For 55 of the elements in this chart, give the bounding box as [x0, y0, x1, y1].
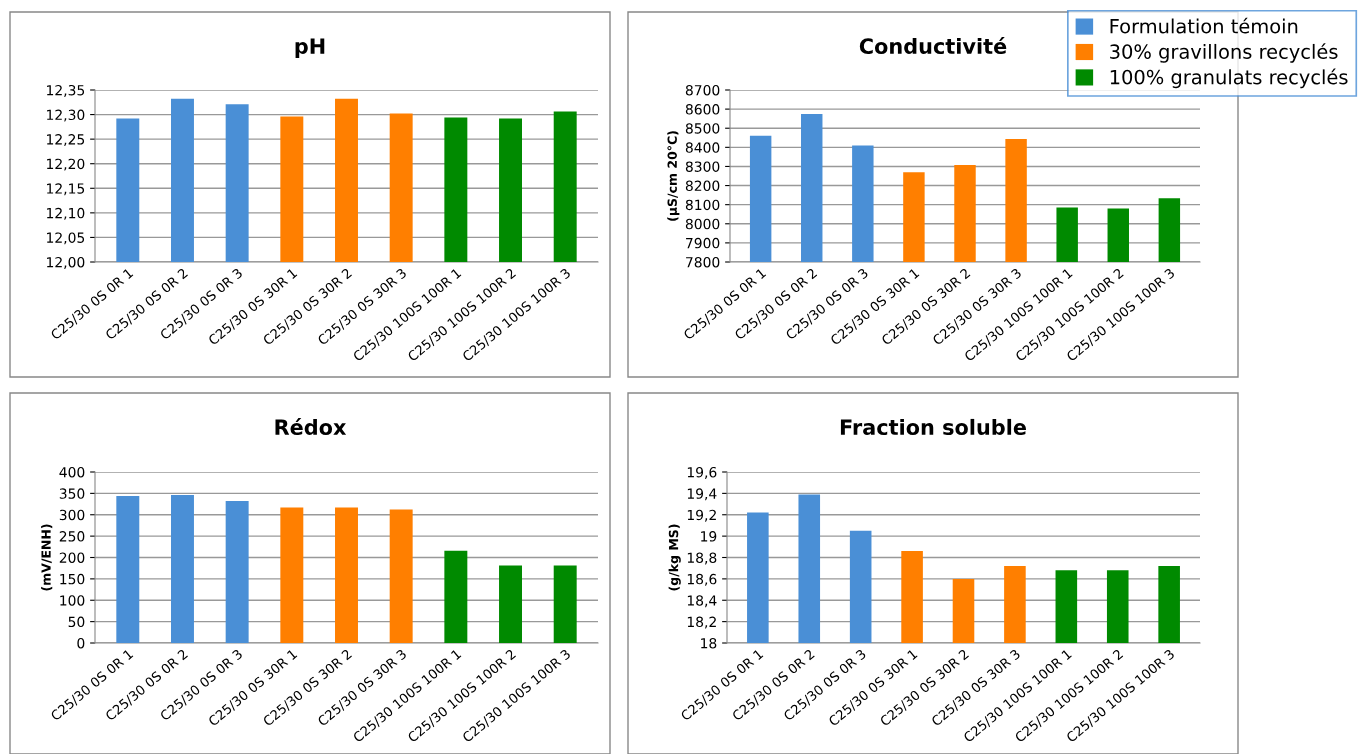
legend-label: 100% granulats recyclés [1110, 68, 1348, 89]
y-tick-label: 18,2 [687, 616, 716, 629]
y-tick-label: 18 [701, 637, 717, 649]
y-tick-label: 18,6 [687, 573, 717, 586]
y-tick-label: 19,4 [687, 488, 717, 501]
y-tick-label: 12,30 [47, 109, 85, 122]
y-axis-title: (g/kg MS) [668, 524, 681, 591]
y-tick-label: 12,15 [47, 183, 85, 196]
legend-label: 30% gravillons recyclés [1110, 43, 1338, 63]
y-axis-title: (µS/cm 20°C) [667, 131, 680, 221]
y-tick-label: 8600 [685, 104, 720, 115]
y-tick-label: 400 [59, 466, 85, 478]
bar [553, 565, 577, 643]
y-tick-label: 12,00 [47, 256, 85, 269]
y-tick-label: 12,20 [47, 158, 85, 171]
y-tick-label: 8200 [685, 180, 720, 192]
y-tick-label: 8300 [685, 161, 720, 172]
y-tick-label: 19,2 [687, 509, 716, 522]
y-tick-label: 19,6 [687, 466, 717, 479]
chart-title: Conductivité [859, 37, 1007, 55]
bar [171, 495, 194, 643]
legend-label: Formulation témoin [1110, 17, 1298, 34]
y-tick-label: 18,4 [687, 595, 717, 608]
y-tick-label: 7900 [686, 237, 720, 249]
y-tick-label: 0 [77, 637, 85, 649]
bar [499, 565, 522, 643]
chart-title: Rédox [275, 418, 347, 436]
y-tick-label: 12,10 [47, 207, 85, 220]
y-tick-label: 350 [59, 488, 85, 499]
y-tick-label: 150 [60, 573, 85, 585]
y-tick-label: 200 [59, 552, 85, 563]
y-tick-label: 12,25 [47, 134, 85, 147]
y-tick-label: 7800 [686, 256, 720, 268]
y-tick-label: 250 [59, 531, 85, 542]
y-tick-label: 8400 [685, 142, 720, 153]
y-tick-label: 8100 [685, 199, 720, 211]
y-axis-title: (mV/ENH) [41, 524, 53, 591]
y-tick-label: 12,05 [47, 232, 85, 245]
bar [225, 501, 249, 643]
y-tick-label: 8700 [685, 84, 720, 96]
chart-title: pH [295, 38, 325, 59]
y-tick-label: 50 [68, 616, 85, 628]
bar [335, 507, 358, 643]
bar [389, 509, 413, 643]
bar [116, 495, 140, 643]
y-tick-label: 18,8 [687, 552, 717, 565]
y-tick-label: 19 [701, 531, 717, 542]
y-tick-label: 100 [60, 595, 85, 606]
bar [444, 550, 468, 643]
y-tick-label: 8500 [685, 123, 720, 134]
y-tick-label: 8000 [685, 218, 720, 230]
y-tick-label: 300 [59, 509, 85, 521]
y-tick-label: 12,35 [47, 84, 85, 97]
bar [280, 507, 304, 643]
chart-title: Fraction soluble [840, 418, 1026, 436]
